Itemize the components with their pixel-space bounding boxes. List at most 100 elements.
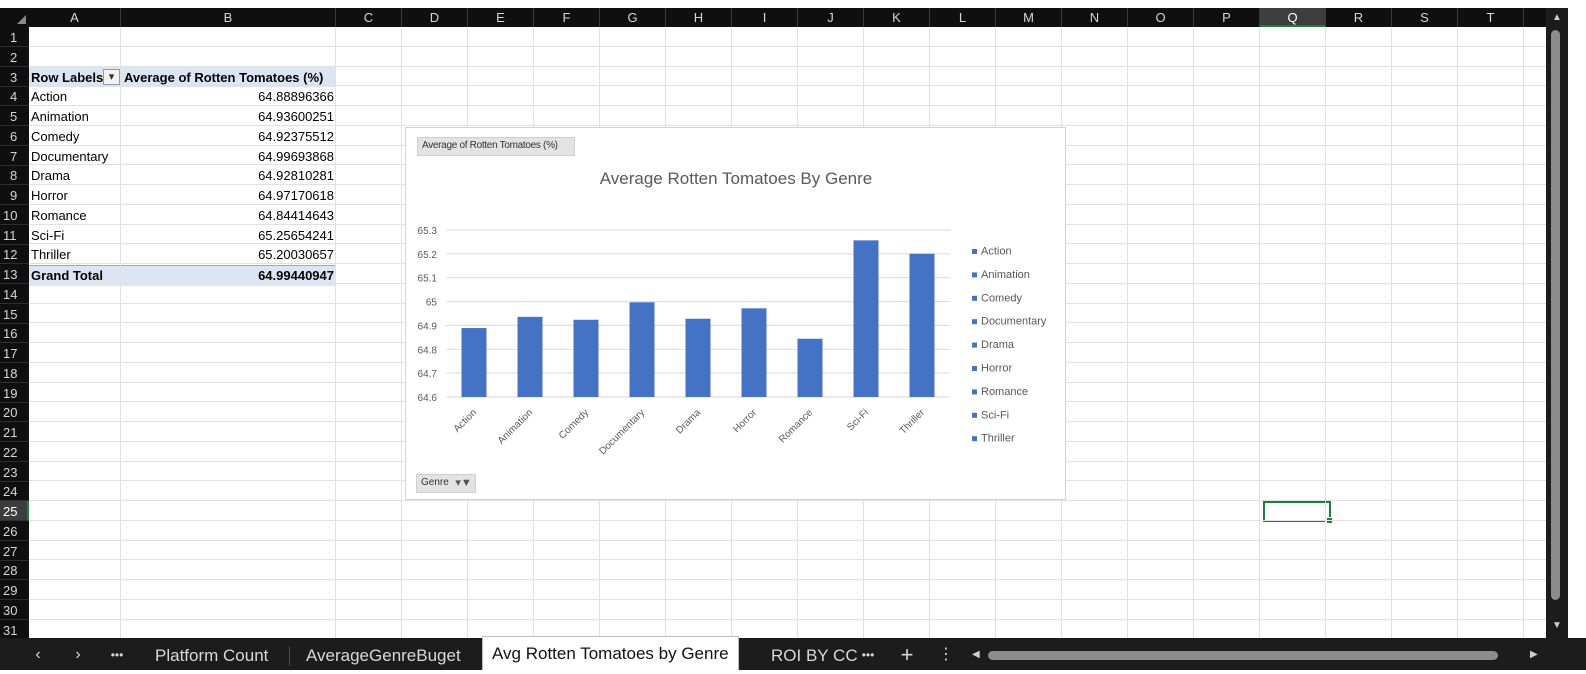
scroll-down-icon[interactable]: ▼ [1552, 620, 1562, 631]
scroll-up-icon[interactable]: ▲ [1552, 12, 1562, 23]
column-header-N[interactable]: N [1062, 8, 1128, 27]
column-header-Q[interactable]: Q [1260, 8, 1326, 27]
row-header-3[interactable]: 3 [0, 67, 29, 87]
column-header-G[interactable]: G [600, 8, 666, 27]
pivot-row-value[interactable]: 64.99693868 [258, 148, 334, 164]
pivot-row-value[interactable]: 65.25654241 [258, 227, 334, 243]
row-header-5[interactable]: 5 [0, 106, 29, 126]
row-header-31[interactable]: 31 [0, 620, 29, 640]
row-labels-filter-button[interactable]: ▾ [103, 69, 120, 85]
row-header-22[interactable]: 22 [0, 442, 29, 462]
row-header-14[interactable]: 14 [0, 284, 29, 304]
tab-options-button[interactable]: ⋮ [938, 646, 954, 663]
row-header-16[interactable]: 16 [0, 323, 29, 344]
pivot-row-label[interactable]: Romance [31, 207, 87, 223]
sheet-tab-average-genre-buget[interactable]: AverageGenreBuget [306, 646, 461, 665]
more-sheets-left-button[interactable]: ••• [110, 648, 124, 662]
pivot-chart[interactable]: Average of Rotten Tomatoes (%) Average R… [405, 127, 1066, 500]
row-header-9[interactable]: 9 [0, 185, 29, 205]
column-header-J[interactable]: J [798, 8, 864, 27]
row-header-10[interactable]: 10 [0, 205, 29, 225]
pivot-row-label[interactable]: Horror [31, 188, 68, 203]
column-header-E[interactable]: E [468, 8, 534, 27]
row-header-23[interactable]: 23 [0, 462, 29, 482]
pivot-header-value[interactable]: Average of Rotten Tomatoes (%) [124, 70, 324, 85]
row-header-25[interactable]: 25 [0, 501, 29, 521]
row-header-20[interactable]: 20 [0, 402, 29, 423]
pivot-grand-total-value[interactable]: 64.99440947 [258, 268, 334, 283]
chart-axis-field-button[interactable]: Genre ▾▼ [416, 474, 476, 493]
row-header-11[interactable]: 11 [0, 225, 29, 245]
pivot-row-label[interactable]: Documentary [31, 148, 109, 164]
next-sheet-button[interactable]: › [75, 646, 81, 663]
row-header-19[interactable]: 19 [0, 383, 29, 403]
row-header-30[interactable]: 30 [0, 600, 29, 620]
scroll-left-icon[interactable]: ◀ [972, 649, 980, 660]
horizontal-scroll-thumb[interactable] [988, 651, 1498, 660]
add-sheet-button[interactable]: + [900, 642, 914, 667]
genre-field-label: Genre [421, 477, 449, 488]
pivot-row-value[interactable]: 64.88896366 [258, 89, 334, 105]
row-header-13[interactable]: 13 [0, 264, 29, 284]
row-header-21[interactable]: 21 [0, 422, 29, 442]
vertical-scroll-thumb[interactable] [1551, 30, 1560, 600]
pivot-row-label[interactable]: Thriller [31, 247, 71, 263]
pivot-row-value[interactable]: 64.84414643 [258, 207, 334, 223]
row-header-12[interactable]: 12 [0, 244, 29, 265]
pivot-row-value[interactable]: 64.92375512 [258, 128, 334, 144]
row-header-26[interactable]: 26 [0, 521, 29, 541]
row-header-2[interactable]: 2 [0, 47, 29, 67]
column-header-F[interactable]: F [534, 8, 600, 27]
row-header-28[interactable]: 28 [0, 560, 29, 581]
grid-column-line [1325, 27, 1326, 638]
column-header-C[interactable]: C [336, 8, 402, 27]
column-header-P[interactable]: P [1194, 8, 1260, 27]
pivot-row-value[interactable]: 64.92810281 [258, 168, 334, 184]
legend-swatch [972, 319, 977, 325]
pivot-row-value[interactable]: 65.20030657 [258, 247, 334, 263]
column-header-D[interactable]: D [402, 8, 468, 27]
pivot-row-label[interactable]: Animation [31, 109, 89, 124]
row-header-24[interactable]: 24 [0, 481, 29, 502]
column-header-K[interactable]: K [864, 8, 930, 27]
column-header-O[interactable]: O [1128, 8, 1194, 27]
pivot-header-row-labels[interactable]: Row Labels [31, 70, 104, 85]
row-header-8[interactable]: 8 [0, 165, 29, 186]
row-header-18[interactable]: 18 [0, 363, 29, 383]
scroll-right-icon[interactable]: ▶ [1530, 649, 1538, 660]
grid-column-line [1523, 27, 1524, 638]
sheet-tab-roi-by-cc[interactable]: ROI BY CC [771, 646, 858, 665]
sheet-tab-avg-rotten-tomatoes[interactable]: Avg Rotten Tomatoes by Genre [482, 636, 739, 670]
vertical-scrollbar[interactable]: ▲ ▼ [1546, 8, 1568, 638]
row-header-29[interactable]: 29 [0, 580, 29, 600]
pivot-grand-total-label[interactable]: Grand Total [31, 268, 103, 283]
column-header-R[interactable]: R [1326, 8, 1392, 27]
row-header-6[interactable]: 6 [0, 126, 29, 146]
row-header-27[interactable]: 27 [0, 541, 29, 561]
column-header-B[interactable]: B [121, 8, 336, 27]
column-header-I[interactable]: I [732, 8, 798, 27]
row-header-1[interactable]: 1 [0, 27, 29, 47]
column-header-M[interactable]: M [996, 8, 1062, 27]
column-header-S[interactable]: S [1392, 8, 1458, 27]
column-header-L[interactable]: L [930, 8, 996, 27]
pivot-row-value[interactable]: 64.97170618 [258, 188, 334, 203]
more-sheets-right-button[interactable]: ••• [861, 648, 875, 662]
pivot-row-label[interactable]: Action [31, 89, 68, 105]
select-all-button[interactable] [0, 8, 29, 27]
column-header-H[interactable]: H [666, 8, 732, 27]
row-header-4[interactable]: 4 [0, 86, 29, 107]
horizontal-scrollbar[interactable]: ◀ ▶ [968, 648, 1545, 662]
column-header-T[interactable]: T [1458, 8, 1524, 27]
row-header-17[interactable]: 17 [0, 343, 29, 363]
chart-value-field-button[interactable]: Average of Rotten Tomatoes (%) [417, 137, 575, 156]
pivot-row-label[interactable]: Drama [31, 168, 71, 184]
pivot-row-label[interactable]: Comedy [31, 128, 80, 144]
sheet-tab-platform-count[interactable]: Platform Count [155, 646, 269, 665]
row-header-15[interactable]: 15 [0, 304, 29, 324]
pivot-row-label[interactable]: Sci-Fi [31, 227, 65, 243]
prev-sheet-button[interactable]: ‹ [35, 646, 41, 663]
pivot-row-value[interactable]: 64.93600251 [258, 109, 334, 124]
column-header-A[interactable]: A [29, 8, 121, 27]
row-header-7[interactable]: 7 [0, 146, 29, 166]
